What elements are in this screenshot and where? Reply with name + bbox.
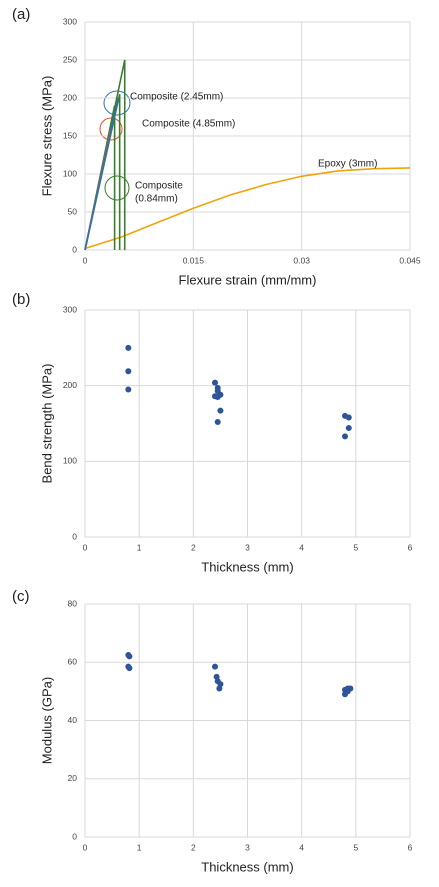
y-axis-label: Bend strength (MPa) [39, 364, 54, 484]
x-axis-label: Thickness (mm) [201, 859, 293, 874]
y-tick-label: 60 [68, 657, 78, 667]
point [345, 414, 352, 421]
point [342, 433, 348, 440]
x-tick-label: 2 [191, 842, 196, 852]
annotation: (0.84mm) [135, 194, 178, 205]
y-tick-label: 200 [63, 92, 77, 102]
y-tick-label: 100 [63, 456, 77, 466]
y-tick-label: 0 [72, 831, 77, 841]
x-tick-label: 3 [245, 842, 250, 852]
point [126, 653, 133, 660]
callout-ellipse [103, 90, 131, 116]
point [217, 391, 224, 398]
line [84, 167, 411, 250]
y-tick-label: 250 [63, 54, 77, 64]
point [216, 685, 223, 692]
panel-label: (c) [12, 588, 30, 605]
point [342, 691, 348, 698]
x-tick-label: 0 [83, 255, 88, 265]
y-tick-label: 150 [63, 130, 77, 140]
y-tick-label: 0 [72, 244, 77, 254]
point [347, 685, 354, 692]
x-tick-label: 1 [137, 542, 142, 552]
panel-label: (b) [12, 291, 30, 308]
point [125, 386, 132, 393]
annotation: Composite (2.45mm) [130, 92, 223, 103]
x-tick-label: 4 [299, 842, 304, 852]
x-tick-label: 0.045 [399, 255, 421, 265]
point [125, 344, 132, 351]
annotation: Epoxy (3mm) [318, 159, 377, 170]
y-tick-label: 80 [68, 598, 78, 608]
callout-ellipse [104, 175, 130, 201]
annotation: Composite [135, 181, 183, 192]
annotation: Composite (4.85mm) [142, 119, 235, 130]
y-tick-label: 200 [63, 380, 77, 390]
x-tick-label: 1 [137, 842, 142, 852]
x-tick-label: 5 [353, 842, 358, 852]
point [126, 665, 133, 672]
point [212, 663, 218, 670]
x-tick-label: 6 [408, 842, 413, 852]
x-axis-label: Flexure strain (mm/mm) [179, 272, 317, 287]
x-tick-label: 3 [245, 542, 250, 552]
y-tick-label: 20 [68, 773, 78, 783]
y-tick-label: 300 [63, 16, 77, 26]
callout-ellipse [99, 117, 123, 141]
point [212, 379, 218, 386]
panel-label: (a) [12, 6, 30, 23]
y-axis-label: Flexure stress (MPa) [39, 76, 54, 197]
line [84, 97, 120, 251]
y-tick-label: 50 [68, 206, 78, 216]
x-tick-label: 0.03 [293, 255, 310, 265]
x-tick-label: 4 [299, 542, 304, 552]
point [214, 418, 221, 425]
x-tick-label: 0 [83, 542, 88, 552]
y-tick-label: 0 [72, 531, 77, 541]
point [125, 368, 132, 375]
x-tick-label: 0 [83, 842, 88, 852]
y-tick-label: 100 [63, 168, 77, 178]
y-tick-label: 300 [63, 304, 77, 314]
x-tick-label: 0.015 [183, 255, 205, 265]
point [345, 425, 352, 432]
x-axis-label: Thickness (mm) [201, 559, 293, 574]
y-axis-label: Modulus (GPa) [39, 677, 54, 764]
x-tick-label: 2 [191, 542, 196, 552]
point [217, 407, 224, 414]
y-tick-label: 40 [68, 715, 78, 725]
x-tick-label: 5 [353, 542, 358, 552]
x-tick-label: 6 [408, 542, 413, 552]
